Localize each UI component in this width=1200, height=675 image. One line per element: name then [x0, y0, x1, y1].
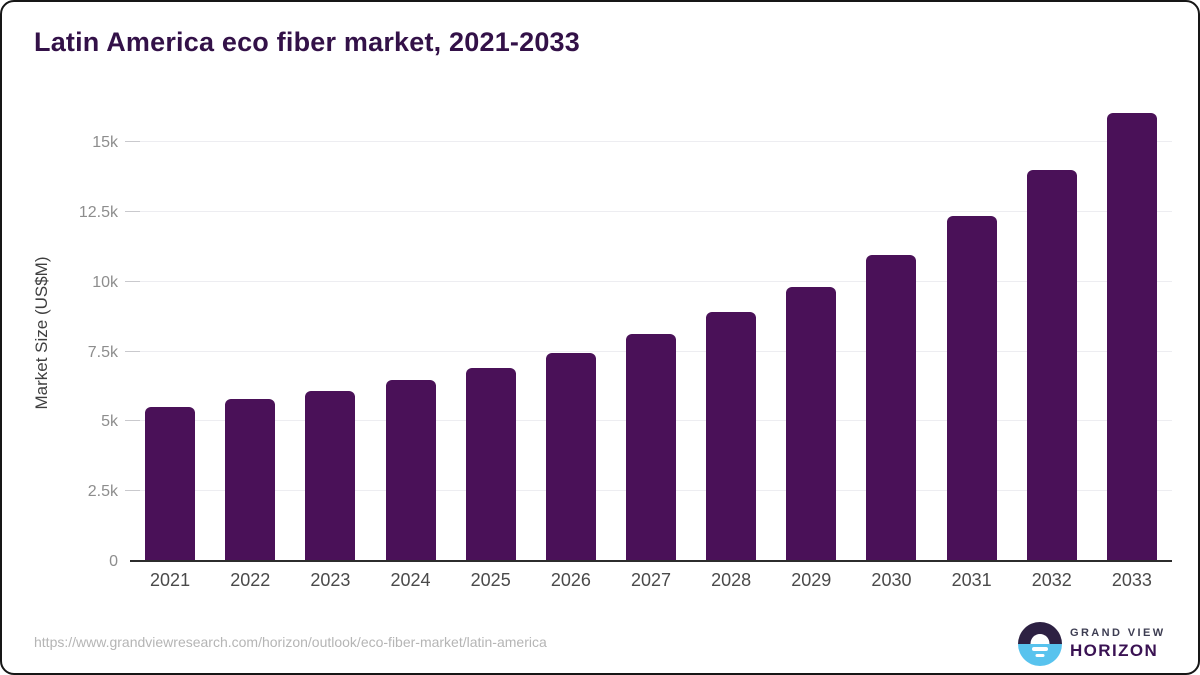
- x-tick-label-2022: 2022: [230, 570, 271, 590]
- y-tick-5k: [125, 420, 140, 422]
- bar-2024[interactable]: [385, 380, 436, 561]
- logo-text-horizon: HORIZON: [1070, 641, 1159, 660]
- y-tick-label-15k: 15k: [92, 134, 118, 152]
- bar-2029[interactable]: [786, 286, 837, 561]
- x-tick-label-2021: 2021: [150, 570, 191, 590]
- chart-title: Latin America eco fiber market, 2021-203…: [34, 27, 580, 57]
- bar-2033[interactable]: [1106, 112, 1157, 561]
- logo-text: GRAND VIEW HORIZON: [1070, 627, 1166, 661]
- y-tick-label-7.5k: 7.5k: [87, 343, 118, 361]
- gridline-12.5k: [130, 211, 1172, 213]
- brand-logo: GRAND VIEW HORIZON: [1018, 622, 1166, 666]
- y-tick-7.5k: [125, 350, 140, 352]
- x-tick-label-2026: 2026: [550, 570, 591, 590]
- gridline-15k: [130, 141, 1172, 143]
- y-tick-label-0: 0: [109, 553, 118, 570]
- x-tick-label-2030: 2030: [871, 570, 912, 590]
- x-tick-label-2031: 2031: [951, 570, 992, 590]
- y-tick-12.5k: [125, 211, 140, 213]
- sun-reflection-line: [1035, 653, 1045, 657]
- bar-2025[interactable]: [465, 368, 516, 561]
- sun-icon: [1030, 634, 1050, 644]
- y-tick-15k: [125, 141, 140, 143]
- bar-2027[interactable]: [626, 334, 676, 561]
- source-url: https://www.grandviewresearch.com/horizo…: [34, 634, 547, 650]
- y-tick-label-2.5k: 2.5k: [87, 483, 118, 501]
- bar-2031[interactable]: [946, 216, 997, 561]
- sun-reflection-line: [1032, 647, 1048, 651]
- bar-2030[interactable]: [866, 255, 917, 561]
- x-axis-line: [130, 560, 1172, 562]
- bar-2032[interactable]: [1026, 170, 1077, 561]
- x-tick-label-2023: 2023: [310, 570, 351, 590]
- x-tick-label-2027: 2027: [630, 570, 672, 590]
- bar-2023[interactable]: [305, 390, 356, 561]
- gridline-10k: [130, 280, 1172, 282]
- y-tick-label-12.5k: 12.5k: [78, 204, 118, 222]
- y-tick-10k: [125, 280, 140, 282]
- bar-2026[interactable]: [545, 353, 596, 561]
- logo-text-grand-view: GRAND VIEW: [1070, 627, 1166, 639]
- y-tick-2.5k: [125, 490, 140, 492]
- bar-2028[interactable]: [706, 311, 757, 561]
- plot-area: 0 2.5k 5k 7.5k 10k 12.5k 15k 2021 2022 2023 2024 20…: [79, 106, 1172, 590]
- x-tick-label-2029: 2029: [791, 570, 832, 590]
- x-tick-label-2025: 2025: [470, 570, 511, 590]
- bar-2022[interactable]: [225, 399, 276, 561]
- y-tick-label-10k: 10k: [92, 273, 118, 291]
- x-tick-label-2024: 2024: [390, 570, 431, 590]
- y-tick-label-5k: 5k: [101, 413, 118, 431]
- x-tick-label-2033: 2033: [1111, 570, 1152, 590]
- x-tick-label-2032: 2032: [1031, 570, 1072, 590]
- x-tick-label-2028: 2028: [711, 570, 752, 590]
- sunrise-horizon-icon: [1018, 622, 1062, 666]
- bar-2021[interactable]: [145, 407, 196, 561]
